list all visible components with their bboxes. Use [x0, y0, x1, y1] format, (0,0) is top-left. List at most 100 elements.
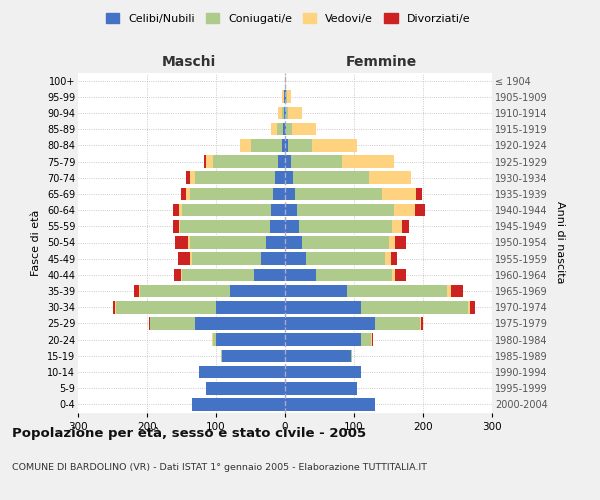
Bar	[192, 252, 261, 265]
Text: Maschi: Maschi	[162, 55, 216, 69]
Bar	[282, 90, 284, 103]
Bar	[116, 301, 216, 314]
Bar	[271, 123, 277, 136]
Bar	[150, 317, 151, 330]
Bar	[285, 285, 347, 298]
Bar	[293, 172, 369, 184]
Bar	[140, 285, 230, 298]
Bar	[285, 90, 286, 103]
Bar	[342, 155, 394, 168]
Bar	[285, 74, 286, 87]
Bar	[385, 252, 391, 265]
Bar	[403, 220, 409, 232]
Bar	[392, 220, 403, 232]
Bar	[347, 285, 447, 298]
Bar	[187, 172, 190, 184]
Bar	[391, 252, 397, 265]
Bar	[287, 90, 290, 103]
Bar	[190, 172, 196, 184]
Bar	[298, 204, 394, 216]
Bar	[275, 172, 285, 184]
Bar	[447, 285, 451, 298]
Text: Popolazione per età, sesso e stato civile - 2005: Popolazione per età, sesso e stato civil…	[12, 428, 366, 440]
Bar	[179, 204, 182, 216]
Bar	[270, 220, 285, 232]
Bar	[289, 106, 302, 120]
Bar	[295, 188, 382, 200]
Bar	[285, 106, 286, 120]
Bar	[416, 188, 422, 200]
Bar	[394, 204, 415, 216]
Bar	[389, 236, 395, 249]
Bar	[350, 350, 352, 362]
Bar	[187, 188, 190, 200]
Bar	[173, 204, 179, 216]
Bar	[284, 106, 285, 120]
Bar	[284, 90, 285, 103]
Bar	[196, 317, 285, 330]
Bar	[266, 236, 285, 249]
Bar	[372, 334, 373, 346]
Bar	[212, 334, 216, 346]
Bar	[182, 204, 271, 216]
Bar	[261, 252, 285, 265]
Bar	[281, 106, 284, 120]
Bar	[316, 268, 392, 281]
Bar	[199, 366, 285, 378]
Bar	[299, 220, 392, 232]
Bar	[283, 123, 285, 136]
Bar	[188, 236, 190, 249]
Bar	[285, 382, 358, 394]
Bar	[206, 155, 212, 168]
Bar	[190, 188, 272, 200]
Bar	[174, 268, 181, 281]
Bar	[288, 139, 312, 151]
Bar	[285, 317, 374, 330]
Bar	[216, 301, 285, 314]
Bar	[151, 317, 196, 330]
Bar	[285, 204, 298, 216]
Bar	[196, 172, 275, 184]
Bar	[285, 123, 286, 136]
Bar	[277, 123, 283, 136]
Bar	[149, 317, 150, 330]
Bar	[173, 220, 179, 232]
Bar	[179, 220, 180, 232]
Bar	[285, 188, 295, 200]
Bar	[285, 334, 361, 346]
Bar	[285, 155, 290, 168]
Bar	[180, 220, 270, 232]
Bar	[361, 301, 468, 314]
Bar	[285, 366, 361, 378]
Bar	[190, 252, 192, 265]
Bar	[190, 236, 266, 249]
Bar	[290, 155, 342, 168]
Bar	[285, 301, 361, 314]
Bar	[382, 188, 416, 200]
Bar	[361, 334, 371, 346]
Bar	[278, 106, 281, 120]
Y-axis label: Fasce di età: Fasce di età	[31, 210, 41, 276]
Bar	[178, 252, 190, 265]
Bar	[113, 301, 115, 314]
Y-axis label: Anni di nascita: Anni di nascita	[554, 201, 565, 283]
Bar	[278, 155, 285, 168]
Bar	[395, 268, 406, 281]
Bar	[221, 350, 285, 362]
Bar	[181, 268, 182, 281]
Bar	[285, 172, 293, 184]
Bar	[203, 155, 206, 168]
Bar	[134, 285, 139, 298]
Bar	[306, 252, 385, 265]
Bar	[285, 236, 302, 249]
Bar	[415, 204, 425, 216]
Bar	[181, 188, 187, 200]
Bar	[271, 204, 285, 216]
Bar	[115, 301, 116, 314]
Bar	[374, 317, 419, 330]
Bar	[281, 139, 285, 151]
Bar	[254, 268, 285, 281]
Text: COMUNE DI BARDOLINO (VR) - Dati ISTAT 1° gennaio 2005 - Elaborazione TUTTITALIA.: COMUNE DI BARDOLINO (VR) - Dati ISTAT 1°…	[12, 462, 427, 471]
Bar	[285, 268, 316, 281]
Bar	[369, 172, 410, 184]
